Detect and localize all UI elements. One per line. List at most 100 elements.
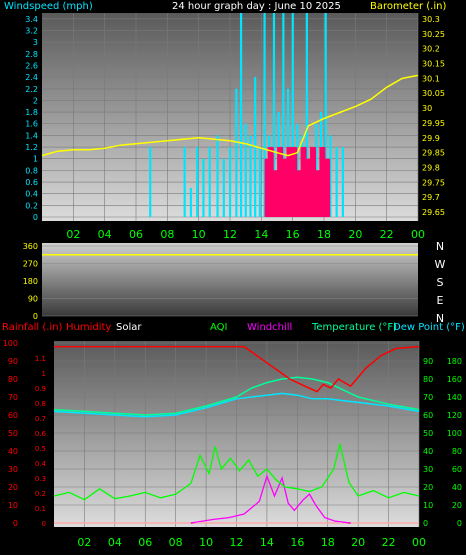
hour-tick-label: 04 [98,228,112,241]
windchill-legend: Windchill [247,322,292,333]
windgust-bar [272,170,279,217]
windspeed-bar [216,135,219,217]
hour-tick-label: 18 [317,228,331,241]
temperature-tick-label: 40 [423,447,433,456]
windgust-bar [267,147,274,217]
humidity-tick-label: 40 [8,447,18,456]
windspeed-bar [282,13,285,217]
rainfall-tick-label: 1 [42,370,46,378]
barometer-tick-label: 29.95 [422,119,445,128]
wind-barometer-panel: 0 0.2 0.4 0.6 0.8 1 1.2 1.4 1.6 1.8 2 2.2 2.4 2.6 2.8 3… [25,13,445,241]
humidity-tick-label: 80 [8,375,18,384]
hour-tick-label: 02 [66,228,80,241]
temperature-tick-label: 50 [423,429,433,438]
windgust-bar [324,158,331,217]
windspeed-bar [239,13,243,217]
temperature-tick-label: 0 [423,519,428,528]
hour-tick-label: 06 [129,228,143,241]
windspeed-bar [183,147,186,217]
barometer-tick-label: 30.3 [422,15,440,24]
aqi-line [53,443,420,501]
windgust-bar [291,147,298,217]
hour-tick-label: 04 [108,536,122,549]
hour-tick-label: 18 [321,536,335,549]
windspeed-bar [258,147,261,217]
aqi-legend: AQI [210,322,228,333]
windgust-bar [264,158,271,217]
solar-tick-label: 160 [447,375,462,384]
hour-tick-label: 12 [223,228,237,241]
solar-legend: Solar [116,322,142,333]
windspeed-bar [324,13,327,217]
windspeed-bar [263,13,266,217]
compass-label: E [437,294,444,307]
rainfall-tick-label: 0.7 [35,415,46,423]
windspeed-bar [335,147,338,217]
solar-tick-label: 60 [452,465,462,474]
windspeed-bar [222,158,225,217]
hour-tick-label: 08 [160,228,174,241]
windspeed-tick-label: 2.6 [25,61,38,70]
compass-label: N [436,240,444,253]
hour-tick-label: 08 [169,536,183,549]
rainfall-tick-label: 0.6 [35,430,47,438]
humidity-tick-label: 90 [8,357,18,366]
hour-tick-label: 22 [380,228,394,241]
hour-tick-label: 16 [290,536,304,549]
windspeed-tick-label: 0.8 [25,166,38,175]
windspeed-tick-label: 0.2 [25,201,38,210]
windspeed-bar [229,147,232,217]
humidity-tick-label: 70 [8,393,18,402]
hour-tick-label: 02 [77,536,91,549]
humidity-tick-label: 0 [13,519,18,528]
windspeed-bar [189,187,193,217]
hour-tick-label: 14 [254,228,268,241]
barometer-tick-label: 29.85 [422,149,445,158]
windgust-bar [319,147,326,217]
windspeed-tick-label: 3.4 [25,15,38,24]
temperature-tick-label: 10 [423,501,433,510]
windspeed-tick-label: 2.8 [25,50,38,59]
solar-tick-label: 80 [452,447,462,456]
temperature-tick-label: 80 [423,375,433,384]
humidity-tick-label: 60 [8,411,18,420]
windspeed-tick-label: 3.2 [25,26,38,35]
hour-tick-label: 12 [230,536,244,549]
hour-tick-label: 00 [412,536,426,549]
rainfall-tick-label: 1.1 [35,355,46,363]
temperature-tick-label: 70 [423,393,433,402]
windspeed-bar [341,147,344,217]
hour-tick-label: 00 [411,228,425,241]
barometer-tick-label: 29.75 [422,178,445,187]
windspeed-bar [208,147,211,217]
direction-tick-label: 360 [23,242,38,251]
solar-tick-label: 140 [447,393,462,402]
windgust-bar [300,147,307,217]
solar-tick-label: 100 [447,429,462,438]
barometer-tick-label: 30 [422,104,432,113]
direction-panel-background [42,243,418,316]
windspeed-tick-label: 2 [33,96,38,105]
barometer-tick-label: 30.25 [422,30,445,39]
compass-label: W [435,258,446,271]
temperature-tick-label: 30 [423,465,433,474]
humidity-tick-label: 30 [8,465,18,474]
rainfall-tick-label: 0.5 [35,445,46,453]
solar-tick-label: 40 [452,483,462,492]
windspeed-bar [196,147,199,217]
hour-tick-label: 14 [260,536,274,549]
windgust-bar [295,170,302,217]
barometer-line [41,74,419,157]
barometer-tick-label: 29.7 [422,193,440,202]
temperature-tick-label: 60 [423,411,433,420]
solar-tick-label: 180 [447,357,462,366]
barometer-tick-label: 29.65 [422,208,445,217]
humidity-line [54,345,420,393]
windspeed-bar [329,135,332,217]
compass-label: N [436,312,444,325]
humidity-tick-label: 10 [8,501,18,510]
hour-tick-label: 10 [199,536,213,549]
